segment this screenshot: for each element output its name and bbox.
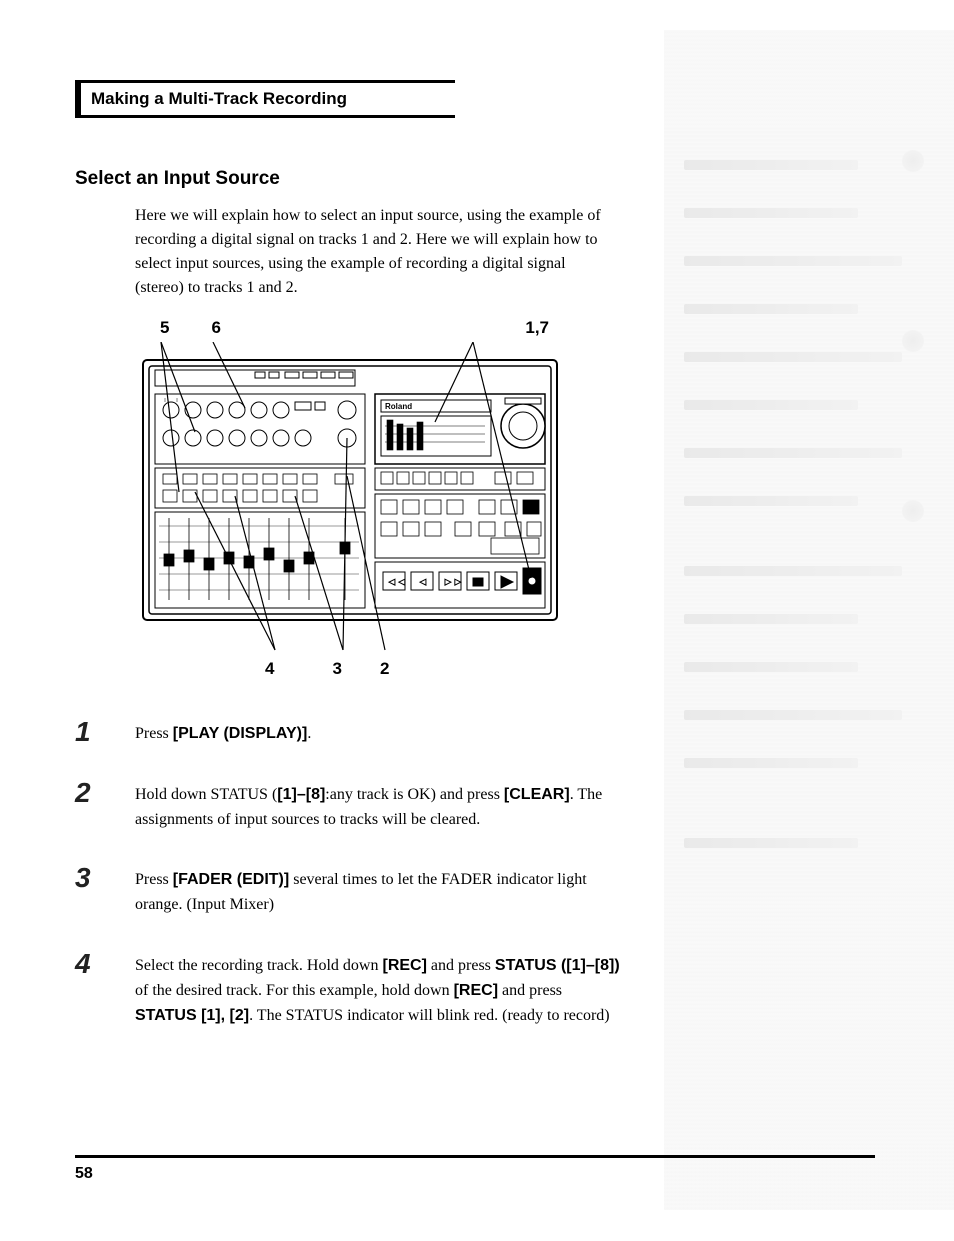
subsection-title: Select an Input Source — [75, 168, 879, 190]
diagram-bottom-labels: 4 3 2 — [135, 657, 565, 679]
step-body: Hold down STATUS ([1]–[8]:any track is O… — [135, 775, 625, 833]
page-number: 58 — [75, 1165, 93, 1183]
callout-label-2: 2 — [380, 659, 389, 679]
section-header-box: Making a Multi-Track Recording — [75, 80, 455, 118]
svg-text:◄: ◄ — [418, 577, 428, 588]
svg-text:►►: ►► — [443, 577, 463, 588]
device-diagram: 5 6 1,7 Roland — [135, 318, 565, 679]
step-number: 4 — [75, 946, 135, 978]
step-number: 3 — [75, 860, 135, 892]
footer-rule — [75, 1155, 875, 1158]
svg-text:◄◄: ◄◄ — [387, 577, 407, 588]
intro-paragraph: Here we will explain how to select an in… — [135, 204, 615, 300]
device-illustration: Roland — [135, 342, 565, 652]
step-4: 4Select the recording track. Hold down [… — [75, 946, 879, 1028]
diagram-top-labels: 5 6 1,7 — [135, 318, 565, 342]
step-1: 1Press [PLAY (DISPLAY)]. — [75, 714, 879, 747]
callout-label-6: 6 — [211, 318, 220, 338]
step-3: 3Press [FADER (EDIT)] several times to l… — [75, 860, 879, 918]
brand-label: Roland — [385, 402, 412, 411]
callout-label-1-7: 1,7 — [525, 318, 549, 338]
step-number: 1 — [75, 714, 135, 746]
step-body: Press [FADER (EDIT)] several times to le… — [135, 860, 625, 918]
callout-label-5: 5 — [160, 318, 169, 338]
step-2: 2Hold down STATUS ([1]–[8]:any track is … — [75, 775, 879, 833]
section-header-title: Making a Multi-Track Recording — [91, 89, 347, 108]
step-body: Press [PLAY (DISPLAY)]. — [135, 714, 625, 747]
page-content: Making a Multi-Track Recording Select an… — [0, 40, 954, 1028]
step-number: 2 — [75, 775, 135, 807]
callout-label-4: 4 — [265, 659, 274, 679]
step-body: Select the recording track. Hold down [R… — [135, 946, 625, 1028]
callout-label-3: 3 — [332, 659, 341, 679]
steps-list: 1Press [PLAY (DISPLAY)].2Hold down STATU… — [75, 714, 879, 1028]
